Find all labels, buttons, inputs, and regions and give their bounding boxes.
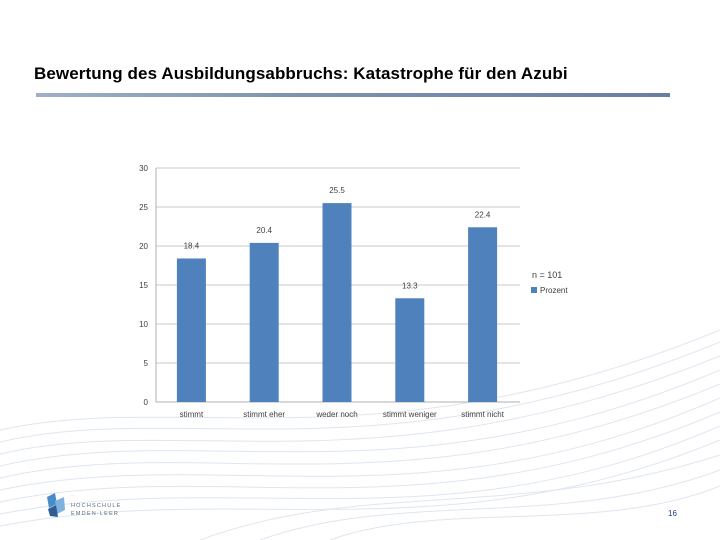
value-label: 22.4 — [475, 210, 491, 219]
y-tick-label: 10 — [139, 320, 148, 329]
logo-tagline: ... — [71, 493, 74, 497]
slide-title: Bewertung des Ausbildungsabbruchs: Katas… — [34, 64, 568, 83]
value-labels: 18.4 20.4 25.5 13.3 22.4 — [184, 186, 491, 290]
legend: n = 101 Prozent — [531, 270, 568, 295]
y-tick-label: 20 — [139, 242, 148, 251]
category-labels: stimmt stimmt eher weder noch stimmt wenige… — [180, 410, 505, 419]
page-number: 16 — [668, 509, 677, 518]
value-label: 25.5 — [329, 186, 345, 195]
y-tick-label: 0 — [144, 398, 149, 407]
legend-label: Prozent — [540, 286, 568, 295]
y-tick-label: 30 — [139, 164, 148, 173]
y-tick-label: 25 — [139, 203, 148, 212]
category-label: weder noch — [315, 410, 357, 419]
logo-mark-icon — [47, 493, 65, 517]
bar — [249, 242, 279, 402]
category-label: stimmt — [180, 410, 204, 419]
y-tick-label: 5 — [144, 359, 149, 368]
bar — [468, 227, 498, 402]
y-tick-labels: 0 5 10 15 20 25 30 — [139, 164, 148, 407]
bar — [322, 203, 352, 402]
legend-swatch — [531, 287, 537, 293]
logo-line-2: EMDEN·LEER — [71, 511, 120, 517]
logo-line-1: HOCHSCHULE — [71, 503, 122, 509]
category-label: stimmt eher — [243, 410, 285, 419]
category-label: stimmt weniger — [383, 410, 437, 419]
y-tick-label: 15 — [139, 281, 148, 290]
value-label: 20.4 — [256, 226, 272, 235]
category-label: stimmt nicht — [461, 410, 504, 419]
value-label: 13.3 — [402, 281, 418, 290]
bar — [176, 258, 206, 402]
legend-title: n = 101 — [532, 270, 562, 280]
value-label: 18.4 — [184, 241, 200, 250]
title-underline — [36, 93, 670, 97]
bars — [176, 203, 498, 402]
bar — [395, 298, 425, 402]
hochschule-logo: ... HOCHSCHULE EMDEN·LEER — [46, 492, 156, 522]
